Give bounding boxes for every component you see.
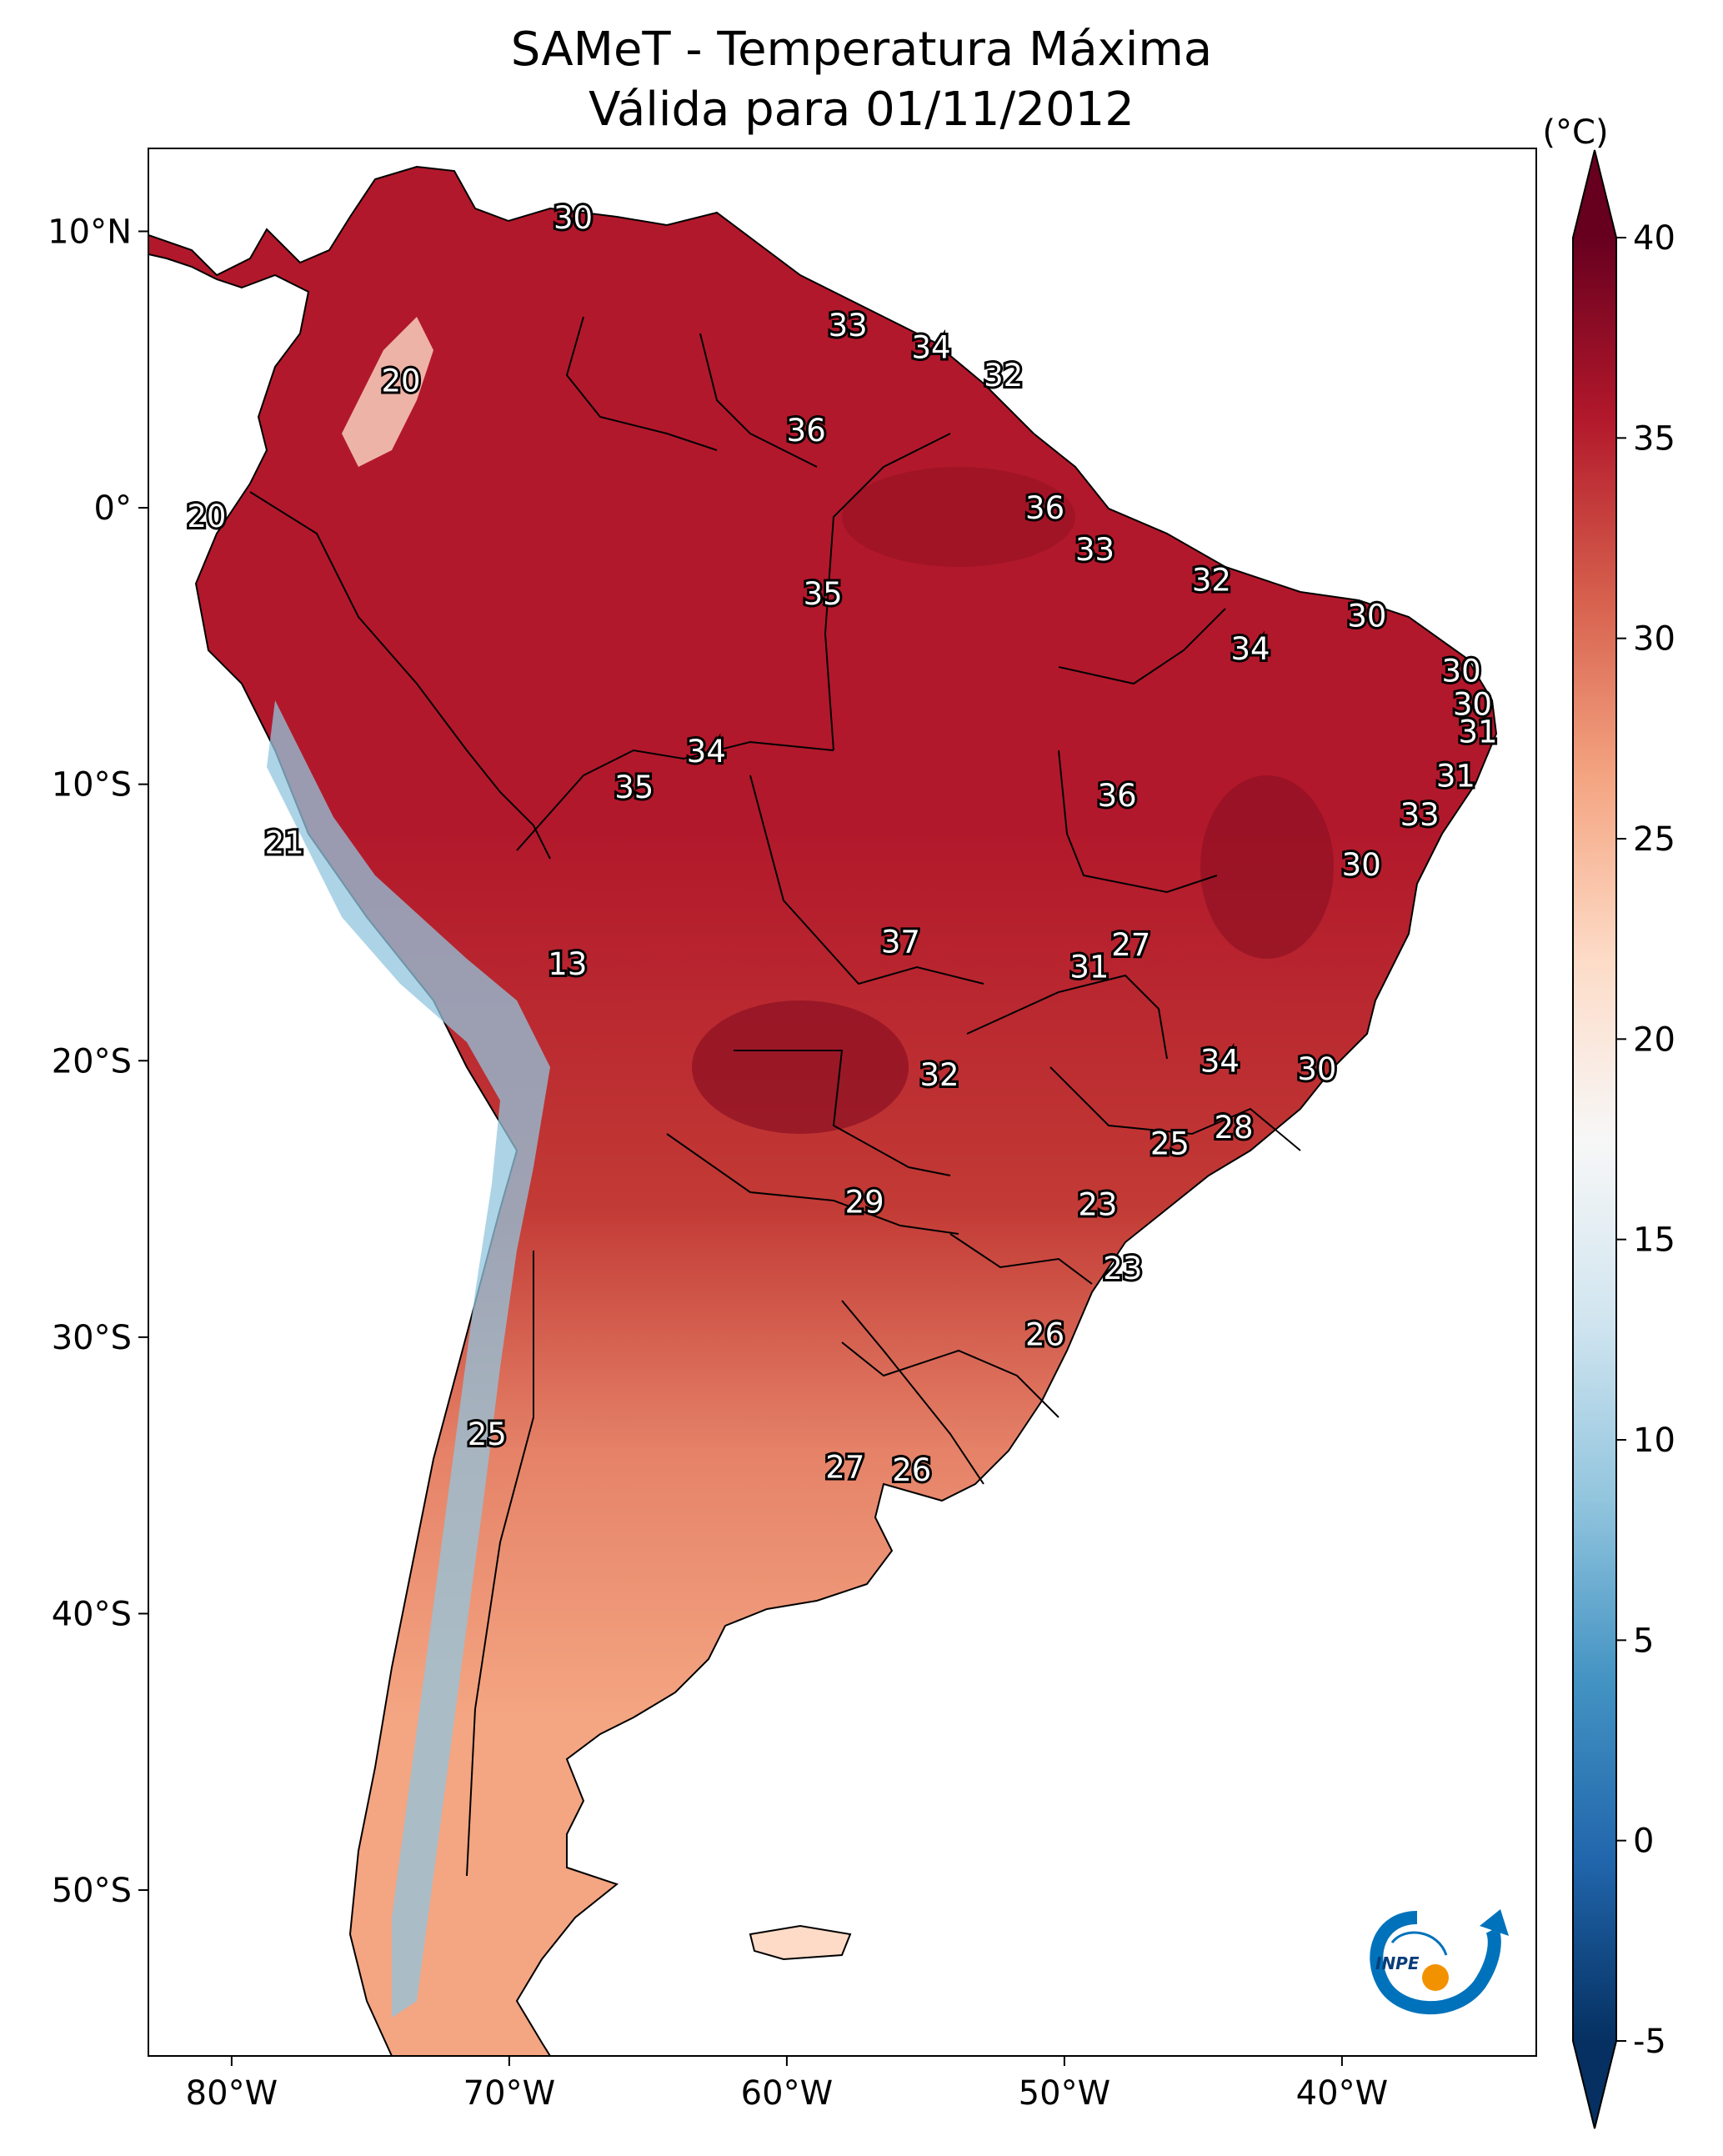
temperature-label: 26 [1025, 1317, 1064, 1353]
lat-tick-label: 0° [94, 489, 132, 528]
temperature-label: 32 [1192, 562, 1231, 598]
colorbar-tick-label: 20 [1633, 1020, 1675, 1059]
lon-tick-label: 80°W [186, 2074, 278, 2113]
temperature-label: 30 [1453, 687, 1492, 723]
lat-tick-label: 20°S [52, 1042, 132, 1081]
colorbar-ticks: 40 35 30 25 20 15 10 5 0 -5 [1616, 219, 1675, 2061]
colorbar-top-triangle [1573, 150, 1616, 238]
map-title: SAMeT - Temperatura Máxima [510, 23, 1213, 77]
temperature-label: 30 [1342, 847, 1381, 883]
inpe-logo: INPE [1370, 1909, 1509, 2015]
temperature-label: 30 [1347, 598, 1386, 634]
temperature-label: 20 [381, 364, 420, 399]
temperature-label: 31 [1459, 714, 1498, 750]
latitude-axis: 10°N 0° 10°S 20°S 30°S 40°S 50°S [48, 213, 148, 1910]
map-frame [148, 148, 1537, 2057]
lat-tick-label: 10°S [52, 766, 132, 805]
temperature-label: 31 [1069, 950, 1109, 985]
colorbar-tick-label: 30 [1633, 620, 1675, 659]
temperature-label: 26 [892, 1452, 931, 1488]
inpe-logo-swirl [1370, 1911, 1501, 2015]
temperature-label: 30 [1297, 1051, 1336, 1087]
country-borders [249, 316, 1301, 1877]
temperature-label: 33 [1400, 797, 1440, 833]
colorbar-tick-label: 40 [1633, 219, 1675, 258]
temperature-label: 33 [1075, 532, 1114, 568]
inpe-logo-inner-curve [1390, 1931, 1448, 1956]
inpe-logo-dot [1422, 1964, 1449, 1991]
inpe-logo-text: INPE [1375, 1953, 1420, 1973]
temperature-label: 34 [912, 330, 951, 366]
temperature-label: 27 [1111, 927, 1150, 963]
falkland-islands [749, 1924, 852, 1961]
lon-tick-label: 40°W [1296, 2074, 1388, 2113]
colorbar-tick-label: 10 [1633, 1421, 1675, 1460]
colorbar: 40 35 30 25 20 15 10 5 0 -5 (°C) [1542, 113, 1675, 2129]
lon-tick-label: 50°W [1019, 2074, 1110, 2113]
temperature-label: 35 [614, 770, 654, 805]
temperature-label: 23 [1078, 1187, 1117, 1223]
hot-zone-center [692, 1000, 909, 1134]
temperature-label: 30 [1442, 654, 1481, 689]
colorbar-tick-label: 15 [1633, 1221, 1675, 1260]
temperature-label: 34 [1200, 1043, 1240, 1079]
colorbar-tick-label: 25 [1633, 820, 1675, 859]
temperature-label: 31 [1436, 759, 1475, 795]
temperature-label: 36 [787, 413, 826, 449]
temperature-label: 25 [468, 1416, 507, 1452]
temperature-label: 34 [1230, 631, 1270, 667]
colorbar-bottom-triangle [1573, 2041, 1616, 2128]
colorbar-tick-label: 35 [1633, 419, 1675, 458]
temperature-label: 30 [553, 200, 593, 236]
lon-tick-label: 70°W [463, 2074, 555, 2113]
temperature-label: 28 [1214, 1110, 1253, 1146]
temperature-label: 20 [187, 499, 226, 534]
temperature-label: 37 [881, 925, 920, 960]
inpe-logo-arrow-icon [1480, 1909, 1509, 1936]
temperature-label: 32 [984, 358, 1023, 394]
temperature-label: 36 [1098, 778, 1137, 814]
lon-tick-label: 60°W [741, 2074, 833, 2113]
colorbar-tick-label: 0 [1633, 1823, 1654, 1861]
hot-zone-north [842, 467, 1075, 567]
temperature-label: 13 [548, 946, 587, 982]
colorbar-unit-label: (°C) [1542, 113, 1608, 152]
temperature-label: 27 [825, 1450, 864, 1486]
colorbar-gradient [1573, 238, 1616, 2041]
andes-cool-band [267, 700, 550, 2018]
colorbar-tick-label: 5 [1633, 1622, 1654, 1660]
temperature-label: 21 [265, 825, 304, 860]
temperature-label: 32 [920, 1057, 959, 1093]
lat-tick-label: 50°S [52, 1872, 132, 1910]
lat-tick-label: 10°N [48, 213, 132, 251]
temperature-label: 36 [1025, 490, 1064, 526]
temperature-label: 33 [829, 308, 868, 343]
colorbar-tick-label: -5 [1633, 2023, 1666, 2061]
temperature-label: 35 [804, 576, 843, 612]
longitude-axis: 80°W 70°W 60°W 50°W 40°W [186, 2056, 1388, 2113]
temperature-label: 34 [687, 734, 726, 770]
temperature-label: 25 [1150, 1126, 1190, 1162]
map-subtitle: Válida para 01/11/2012 [589, 83, 1134, 137]
lat-tick-label: 30°S [52, 1319, 132, 1357]
temperature-label: 29 [845, 1184, 884, 1220]
andes-north-cool [342, 317, 433, 467]
temperature-label: 23 [1103, 1251, 1142, 1286]
lat-tick-label: 40°S [52, 1595, 132, 1633]
hot-zone-northeast [1200, 775, 1334, 959]
